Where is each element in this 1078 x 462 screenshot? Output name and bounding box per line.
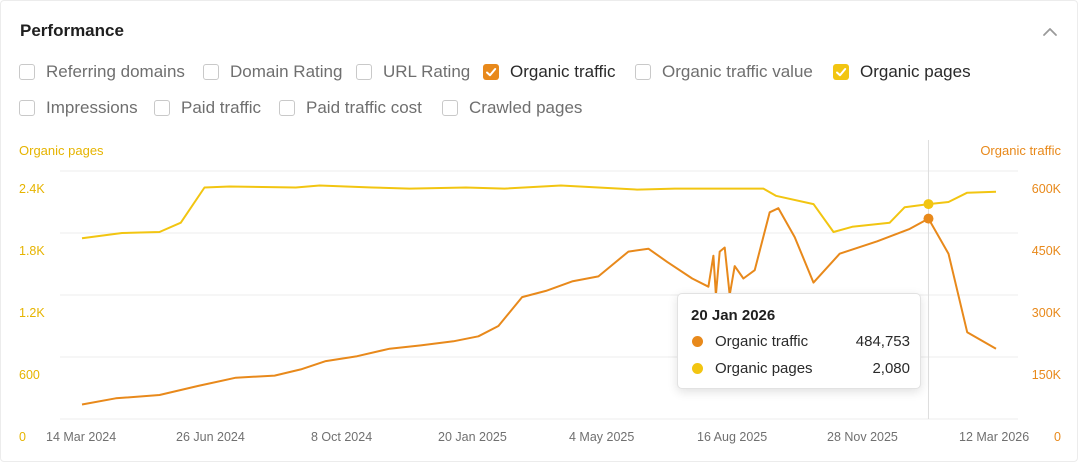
metric-organic-traffic-value[interactable]: Organic traffic value [635,61,813,83]
tooltip-label: Organic pages [715,360,813,377]
metric-domain-rating[interactable]: Domain Rating [203,61,342,83]
left-axis-title: Organic pages [19,143,104,158]
checkbox-checked[interactable] [483,64,499,80]
pages-dot-icon [692,363,703,374]
metric-paid-traffic[interactable]: Paid traffic [154,97,261,119]
metric-organic-traffic[interactable]: Organic traffic [483,61,616,83]
metric-referring-domains[interactable]: Referring domains [19,61,185,83]
tooltip-row-traffic: Organic traffic 484,753 [692,333,910,350]
metric-impressions[interactable]: Impressions [19,97,138,119]
x-tick: 14 Mar 2024 [46,430,117,444]
metric-url-rating[interactable]: URL Rating [356,61,470,83]
traffic-dot-icon [692,336,703,347]
organic-pages-line[interactable] [81,184,997,240]
metric-label: URL Rating [383,62,471,81]
metric-label: Organic traffic value [662,62,813,81]
panel-title: Performance [20,21,124,40]
metric-paid-traffic-cost[interactable]: Paid traffic cost [279,97,422,119]
checkbox[interactable] [203,64,219,80]
x-tick: 20 Jan 2025 [438,430,507,444]
tooltip-value: 2,080 [872,360,910,377]
right-tick: 0 [1054,430,1061,444]
x-tick: 28 Nov 2025 [827,430,898,444]
left-tick: 600 [19,368,40,382]
checkbox[interactable] [154,100,170,116]
check-icon [486,68,497,77]
left-tick: 0 [19,430,26,444]
x-tick: 4 May 2025 [569,430,635,444]
right-tick: 300K [1031,306,1061,320]
checkbox[interactable] [279,100,295,116]
left-tick: 2.4K [19,182,45,196]
right-tick: 150K [1031,368,1061,382]
chevron-up-icon[interactable] [1041,23,1059,41]
organic-traffic-line[interactable] [81,207,997,406]
checkbox[interactable] [19,64,35,80]
x-tick: 16 Aug 2025 [697,430,768,444]
tooltip-label: Organic traffic [715,333,809,350]
metric-label: Crawled pages [469,98,583,117]
metric-label: Paid traffic [181,98,262,117]
chart-tooltip: 20 Jan 2026 Organic traffic 484,753 Orga… [677,293,921,389]
tooltip-row-pages: Organic pages 2,080 [692,360,910,377]
metric-label: Referring domains [46,62,185,81]
metric-crawled-pages[interactable]: Crawled pages [442,97,582,119]
checkbox-checked[interactable] [833,64,849,80]
organic-traffic-hover-point [923,213,934,224]
checkbox[interactable] [635,64,651,80]
checkbox[interactable] [19,100,35,116]
left-tick: 1.8K [19,244,45,258]
right-tick: 600K [1031,182,1061,196]
metric-organic-pages[interactable]: Organic pages [833,61,971,83]
metric-label: Impressions [46,98,138,117]
check-icon [836,68,847,77]
x-tick: 26 Jun 2024 [176,430,245,444]
right-axis-title: Organic traffic [980,143,1061,158]
checkbox[interactable] [356,64,372,80]
left-tick: 1.2K [19,306,45,320]
tooltip-date: 20 Jan 2026 [691,307,776,324]
metric-label: Domain Rating [230,62,343,81]
organic-pages-hover-point [923,199,934,210]
metric-label: Organic traffic [510,62,616,81]
metric-label: Organic pages [860,62,971,81]
tooltip-value: 484,753 [855,333,910,350]
checkbox[interactable] [442,100,458,116]
x-tick: 8 Oct 2024 [311,430,373,444]
x-tick: 12 Mar 2026 [959,430,1030,444]
metric-label: Paid traffic cost [306,98,422,117]
right-tick: 450K [1031,244,1061,258]
